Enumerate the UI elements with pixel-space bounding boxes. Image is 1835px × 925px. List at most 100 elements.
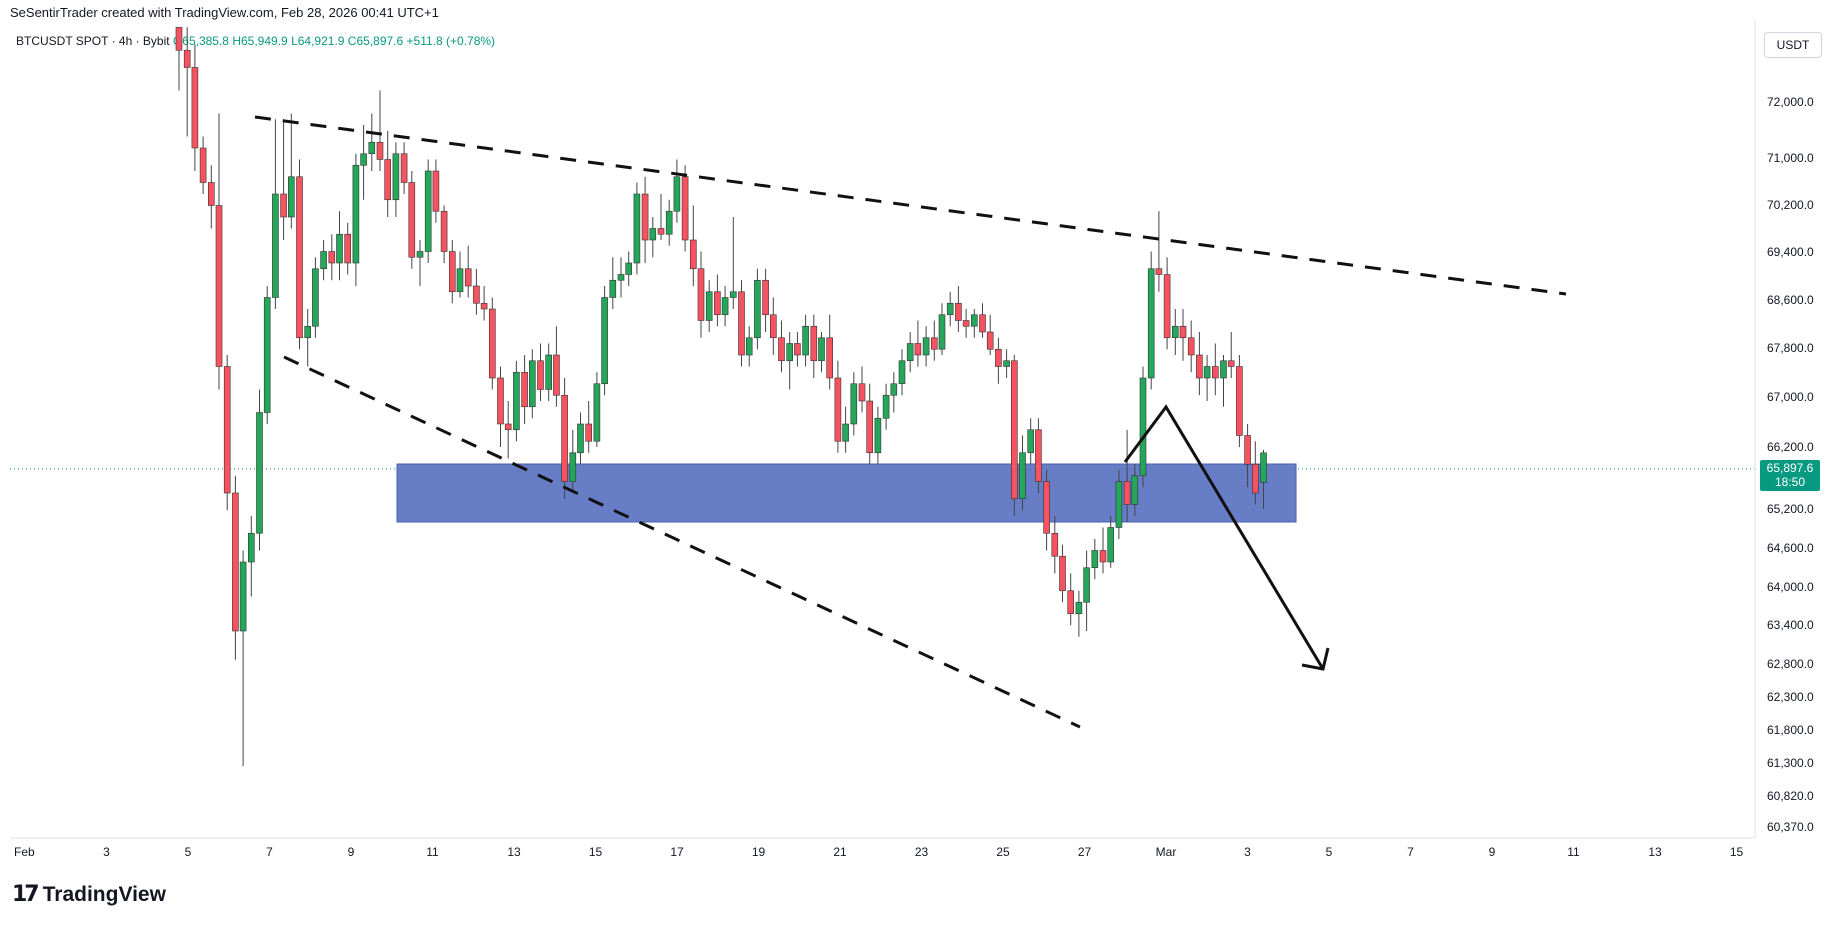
ohlc-change: +511.8 (+0.78%) bbox=[406, 34, 496, 48]
candle bbox=[665, 199, 673, 246]
candle bbox=[1059, 544, 1066, 603]
candle bbox=[922, 326, 930, 367]
candle bbox=[473, 268, 480, 315]
candle bbox=[1187, 320, 1195, 373]
candle-body bbox=[384, 159, 392, 201]
candle bbox=[1067, 573, 1074, 626]
candle-body bbox=[673, 176, 681, 212]
price-tick-label: 61,300.0 bbox=[1767, 756, 1814, 770]
candle bbox=[979, 303, 986, 338]
candle-body bbox=[641, 193, 649, 241]
candle bbox=[762, 268, 769, 332]
candle-body bbox=[649, 228, 657, 241]
chart-attribution: SeSentirTrader created with TradingView.… bbox=[10, 5, 439, 20]
candle bbox=[1019, 435, 1026, 511]
candle-body bbox=[320, 251, 327, 270]
candle-body bbox=[681, 176, 689, 241]
candle-body bbox=[689, 239, 697, 270]
candle bbox=[263, 286, 271, 424]
candle bbox=[456, 251, 464, 298]
candle bbox=[689, 205, 697, 286]
candle-body bbox=[183, 49, 191, 68]
candle-body bbox=[906, 343, 914, 362]
candle-body bbox=[714, 291, 721, 316]
time-tick-label: 7 bbox=[1407, 845, 1414, 859]
candle bbox=[946, 291, 954, 327]
candle bbox=[754, 268, 761, 350]
candle-body bbox=[914, 343, 922, 356]
candle-body bbox=[504, 423, 512, 431]
support-zone[interactable] bbox=[396, 463, 1297, 523]
candle-body bbox=[922, 337, 930, 356]
candle-body bbox=[191, 67, 199, 149]
candle bbox=[288, 113, 295, 229]
time-tick-label: 27 bbox=[1078, 845, 1092, 859]
candle-body bbox=[946, 302, 954, 316]
price-tick-label: 63,400.0 bbox=[1767, 618, 1814, 632]
candle-body bbox=[721, 297, 729, 316]
candle-body bbox=[657, 228, 665, 235]
time-axis[interactable]: Feb 3 5 7 9 11 13 15 17 19 21 23 25 27 Mar 3 5 7 9 11 13 15 bbox=[14, 845, 1743, 859]
candle-body bbox=[1051, 532, 1059, 557]
candle bbox=[585, 401, 593, 453]
candle-body bbox=[850, 383, 858, 425]
candle bbox=[657, 194, 665, 240]
candle bbox=[1220, 355, 1227, 407]
candle-body bbox=[1075, 601, 1083, 615]
candle-body bbox=[207, 182, 215, 206]
price-axis[interactable]: 72,000.0 71,000.0 70,200.0 69,400.0 68,600.0… bbox=[1767, 95, 1814, 834]
candle bbox=[215, 113, 223, 390]
candle bbox=[368, 113, 376, 171]
candle bbox=[448, 240, 456, 304]
candle bbox=[183, 27, 191, 137]
projection-path[interactable] bbox=[1123, 404, 1325, 670]
candle-body bbox=[537, 360, 544, 390]
candle bbox=[545, 343, 552, 401]
tradingview-logo[interactable]: 17 TradingView bbox=[12, 882, 166, 907]
time-tick-label: 25 bbox=[996, 845, 1010, 859]
candle-body bbox=[232, 492, 239, 632]
candle bbox=[1196, 332, 1203, 396]
candle bbox=[1139, 366, 1147, 488]
upper-trendline[interactable] bbox=[254, 115, 1567, 296]
time-tick-label: 15 bbox=[589, 845, 603, 859]
candle-body bbox=[569, 452, 577, 482]
candle bbox=[633, 182, 641, 275]
candle-body bbox=[754, 279, 761, 339]
candle-body bbox=[456, 268, 464, 293]
candle-body bbox=[1035, 429, 1042, 482]
candle-body bbox=[545, 354, 552, 390]
candle-body bbox=[497, 377, 504, 425]
candle-body bbox=[263, 297, 271, 413]
currency-selector[interactable]: USDT bbox=[1764, 32, 1822, 58]
symbol-pair[interactable]: BTCUSDT SPOT · 4h · Bybit bbox=[16, 34, 170, 48]
candle-body bbox=[1179, 325, 1187, 339]
candle bbox=[955, 286, 962, 332]
candle-body bbox=[617, 274, 625, 281]
candle-body bbox=[979, 314, 986, 333]
bar-countdown: 18:50 bbox=[1774, 475, 1806, 489]
candle bbox=[1131, 464, 1139, 516]
candle-body bbox=[1163, 274, 1171, 339]
candle bbox=[1244, 424, 1251, 488]
candle bbox=[914, 320, 922, 367]
time-tick-label: 13 bbox=[507, 845, 521, 859]
candle-body bbox=[336, 233, 343, 264]
candle bbox=[1252, 441, 1259, 505]
lower-trendline[interactable] bbox=[283, 355, 1081, 729]
candle bbox=[223, 355, 231, 511]
candle-body bbox=[794, 343, 801, 356]
candle bbox=[866, 383, 874, 465]
tradingview-logo-icon: 17 bbox=[12, 882, 40, 907]
candle bbox=[826, 314, 834, 390]
candle bbox=[681, 165, 689, 252]
candle bbox=[304, 309, 311, 367]
candle-body bbox=[1155, 268, 1163, 275]
candle-body bbox=[1244, 435, 1251, 465]
candle bbox=[529, 349, 536, 419]
price-tick-label: 60,820.0 bbox=[1767, 789, 1814, 803]
candle-body bbox=[802, 325, 809, 356]
candle-body bbox=[738, 291, 745, 356]
candle-body bbox=[1115, 481, 1123, 528]
